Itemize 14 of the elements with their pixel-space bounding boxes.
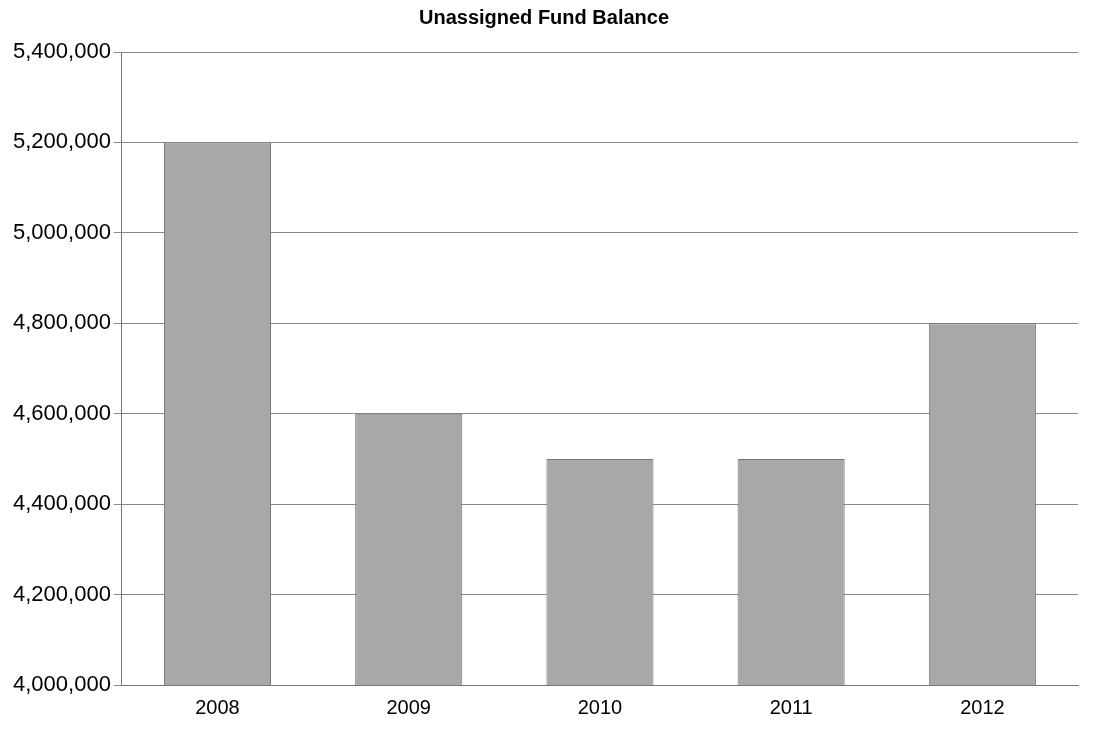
x-tick-label: 2009 [386, 695, 431, 718]
x-tick-label: 2012 [960, 695, 1005, 718]
y-tick-label: 4,400,000 [13, 490, 111, 516]
y-tick-label: 4,000,000 [13, 671, 111, 697]
y-tick-label: 4,200,000 [13, 580, 111, 606]
y-tick-label: 5,400,000 [13, 38, 111, 64]
x-tick-label: 2008 [195, 695, 240, 718]
y-tick-label: 4,600,000 [13, 399, 111, 425]
chart-title: Unassigned Fund Balance [418, 5, 670, 28]
x-tick-label: 2010 [577, 695, 623, 718]
y-tick-label: 4,800,000 [13, 309, 111, 335]
y-tick-label: 5,000,000 [13, 218, 111, 244]
x-tick-label: 2011 [769, 695, 813, 718]
y-tick-label: 5,200,000 [13, 128, 111, 154]
